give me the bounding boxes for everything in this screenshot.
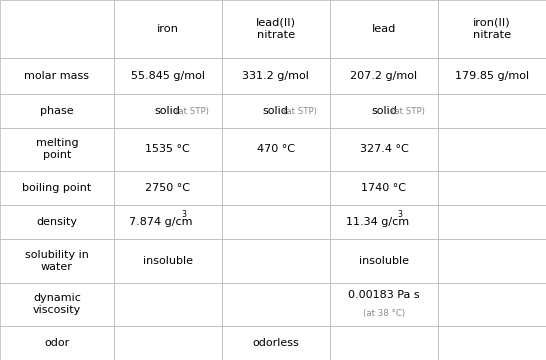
- Bar: [222, 94, 330, 129]
- Bar: [330, 325, 438, 360]
- Bar: [0, 283, 114, 325]
- Bar: [330, 58, 438, 94]
- Text: phase: phase: [40, 106, 74, 116]
- Bar: [114, 205, 222, 239]
- Bar: [330, 94, 438, 129]
- Text: solid: solid: [371, 106, 397, 116]
- Bar: [222, 171, 330, 205]
- Bar: [438, 325, 546, 360]
- Bar: [114, 283, 222, 325]
- Text: 7.874 g/cm: 7.874 g/cm: [129, 217, 193, 227]
- Text: 1740 °C: 1740 °C: [361, 183, 406, 193]
- Text: (at STP): (at STP): [283, 107, 317, 116]
- Text: insoluble: insoluble: [143, 256, 193, 266]
- Bar: [438, 58, 546, 94]
- Bar: [0, 0, 114, 58]
- Bar: [330, 239, 438, 283]
- Text: solid: solid: [155, 106, 181, 116]
- Bar: [0, 171, 114, 205]
- Bar: [222, 129, 330, 171]
- Bar: [114, 325, 222, 360]
- Text: 11.34 g/cm: 11.34 g/cm: [346, 217, 409, 227]
- Text: 55.845 g/mol: 55.845 g/mol: [131, 71, 205, 81]
- Bar: [0, 94, 114, 129]
- Text: iron: iron: [157, 24, 179, 34]
- Bar: [222, 283, 330, 325]
- Text: (at STP): (at STP): [391, 107, 425, 116]
- Bar: [0, 205, 114, 239]
- Text: (at 38 °C): (at 38 °C): [363, 309, 405, 318]
- Bar: [330, 205, 438, 239]
- Bar: [438, 239, 546, 283]
- Bar: [222, 205, 330, 239]
- Bar: [438, 205, 546, 239]
- Text: (at STP): (at STP): [175, 107, 209, 116]
- Bar: [438, 94, 546, 129]
- Bar: [330, 171, 438, 205]
- Text: 3: 3: [398, 210, 403, 219]
- Text: solid: solid: [263, 106, 289, 116]
- Text: density: density: [37, 217, 78, 227]
- Text: dynamic
viscosity: dynamic viscosity: [33, 293, 81, 315]
- Bar: [330, 129, 438, 171]
- Text: melting
point: melting point: [35, 139, 78, 161]
- Text: insoluble: insoluble: [359, 256, 409, 266]
- Text: lead(II)
nitrate: lead(II) nitrate: [256, 18, 296, 40]
- Bar: [0, 129, 114, 171]
- Bar: [0, 325, 114, 360]
- Bar: [0, 58, 114, 94]
- Text: 2750 °C: 2750 °C: [145, 183, 191, 193]
- Text: solubility in
water: solubility in water: [25, 250, 89, 272]
- Text: 0.00183 Pa s: 0.00183 Pa s: [348, 289, 420, 300]
- Text: 331.2 g/mol: 331.2 g/mol: [242, 71, 309, 81]
- Text: molar mass: molar mass: [25, 71, 90, 81]
- Bar: [222, 0, 330, 58]
- Bar: [438, 283, 546, 325]
- Bar: [114, 94, 222, 129]
- Bar: [0, 239, 114, 283]
- Bar: [222, 325, 330, 360]
- Bar: [438, 171, 546, 205]
- Text: odor: odor: [44, 338, 69, 348]
- Bar: [114, 0, 222, 58]
- Text: 207.2 g/mol: 207.2 g/mol: [351, 71, 418, 81]
- Text: odorless: odorless: [252, 338, 299, 348]
- Text: 3: 3: [182, 210, 187, 219]
- Text: 179.85 g/mol: 179.85 g/mol: [455, 71, 529, 81]
- Text: 1535 °C: 1535 °C: [145, 144, 190, 154]
- Bar: [438, 129, 546, 171]
- Bar: [438, 0, 546, 58]
- Bar: [330, 283, 438, 325]
- Bar: [114, 58, 222, 94]
- Text: 327.4 °C: 327.4 °C: [359, 144, 408, 154]
- Bar: [222, 239, 330, 283]
- Bar: [114, 129, 222, 171]
- Bar: [222, 58, 330, 94]
- Bar: [330, 0, 438, 58]
- Bar: [114, 171, 222, 205]
- Bar: [114, 239, 222, 283]
- Text: lead: lead: [372, 24, 396, 34]
- Text: boiling point: boiling point: [22, 183, 92, 193]
- Text: iron(II)
nitrate: iron(II) nitrate: [473, 18, 511, 40]
- Text: 470 °C: 470 °C: [257, 144, 295, 154]
